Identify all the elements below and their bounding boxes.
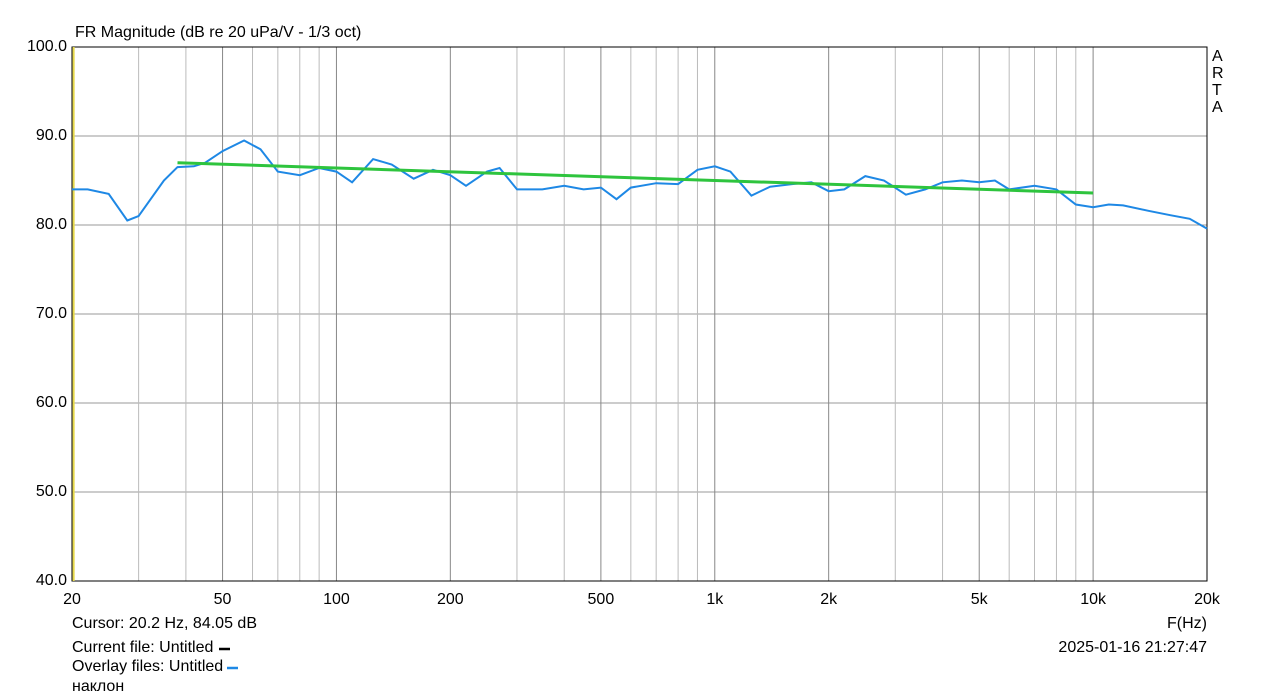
y-tick-label: 60.0 xyxy=(36,394,67,411)
legend-label: Current file: Untitled xyxy=(72,639,213,656)
x-tick-label: 50 xyxy=(214,591,232,608)
x-tick-label: 1k xyxy=(706,591,724,608)
y-tick-label: 40.0 xyxy=(36,572,67,589)
data-line xyxy=(177,161,1094,195)
x-tick-label: 500 xyxy=(588,591,615,608)
y-tick-label: 50.0 xyxy=(36,483,67,500)
x-tick-label: 10k xyxy=(1080,591,1107,608)
x-tick-label: 5k xyxy=(971,591,989,608)
x-tick-label: 200 xyxy=(437,591,464,608)
x-tick-label: 20 xyxy=(63,591,81,608)
x-tick-label: 2k xyxy=(820,591,838,608)
data-line xyxy=(72,139,1208,230)
x-tick-label: 100 xyxy=(323,591,350,608)
x-tick-label: 20k xyxy=(1194,591,1221,608)
y-tick-label: 70.0 xyxy=(36,305,67,322)
legend-label: Overlay files: Untitled xyxy=(72,658,223,675)
plot-frame xyxy=(71,46,1208,582)
legend-label: наклон xyxy=(72,678,124,695)
cursor-label: Cursor: 20.2 Hz, 84.05 dB xyxy=(72,615,257,632)
y-tick-label: 90.0 xyxy=(36,127,67,144)
y-tick-label: 100.0 xyxy=(27,38,67,55)
y-tick-label: 80.0 xyxy=(36,216,67,233)
x-axis-label: F(Hz) xyxy=(1167,615,1207,632)
chart-title: FR Magnitude (dB re 20 uPa/V - 1/3 oct) xyxy=(75,24,361,41)
watermark: ARTA xyxy=(1212,48,1224,116)
timestamp: 2025-01-16 21:27:47 xyxy=(1058,639,1207,656)
